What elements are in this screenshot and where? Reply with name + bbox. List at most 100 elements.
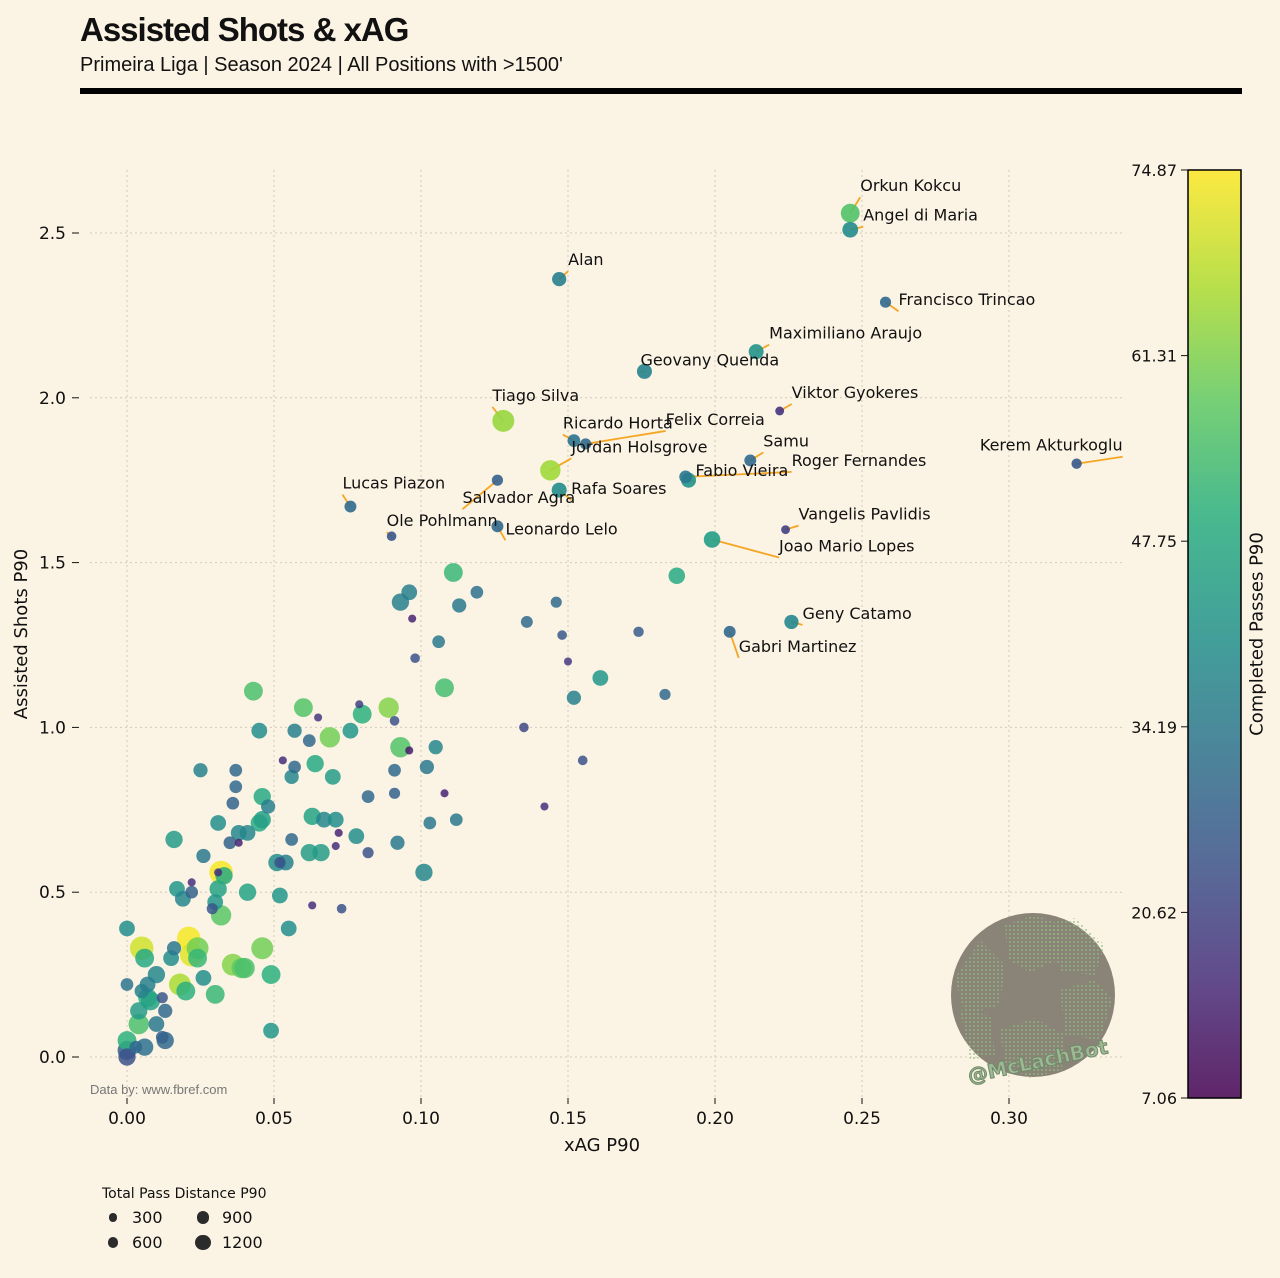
y-axis-label: Assisted Shots P90 [11, 549, 32, 720]
y-tick-label: 2.0 [39, 389, 66, 409]
scatter-point [284, 769, 299, 784]
scatter-point [274, 856, 286, 869]
labeled-point [679, 470, 692, 484]
point-label: Felix Correia [666, 410, 765, 429]
scatter-point [119, 920, 135, 937]
scatter-point [263, 1022, 279, 1039]
header-rule [80, 88, 1242, 94]
size-legend-item: 900 [188, 1208, 278, 1227]
scatter-point [550, 596, 562, 608]
scatter-point [633, 626, 644, 638]
point-label: Geovany Quenda [640, 350, 779, 369]
scatter-point [280, 920, 297, 937]
scatter-point [452, 598, 467, 613]
colorbar-tick-label: 74.87 [1131, 161, 1177, 180]
labeled-point [540, 460, 561, 481]
y-tick-label: 0.0 [39, 1048, 66, 1068]
scatter-point [308, 901, 317, 910]
annotation-leader [461, 479, 499, 510]
scatter-point [306, 755, 324, 773]
labeled-point [636, 363, 652, 379]
labeled-point [842, 221, 859, 238]
point-label: Joao Mario Lopes [778, 537, 914, 556]
size-legend-label: 600 [132, 1233, 163, 1252]
size-legend-marker [107, 1237, 119, 1248]
colorbar-label: Completed Passes P90 [1246, 532, 1268, 736]
colorbar-tick-label: 7.06 [1141, 1089, 1177, 1108]
scatter-point [390, 835, 405, 850]
point-label: Viktor Gyokeres [792, 383, 919, 402]
scatter-point [185, 885, 199, 899]
scatter-point [135, 948, 155, 968]
size-legend-item: 300 [98, 1208, 188, 1227]
data-source-note: Data by: www.fbref.com [90, 1082, 228, 1097]
size-legend-marker [196, 1211, 210, 1224]
scatter-point [566, 690, 581, 705]
logo-ball-panels [955, 915, 1112, 1078]
scatter-point [187, 878, 196, 887]
point-label: Angel di Maria [863, 206, 978, 225]
scatter-point [312, 843, 330, 862]
scatter-point [443, 563, 463, 582]
scatter-point [287, 723, 302, 738]
annotation-labels: Orkun Kokcu Angel di Maria Alan Francisco T… [342, 176, 1122, 656]
scatter-point [176, 981, 196, 1001]
size-legend: Total Pass Distance P90 300 900 600 1200 [98, 1186, 298, 1252]
scatter-point [165, 830, 183, 849]
labeled-point [386, 531, 397, 542]
scatter-point [362, 847, 374, 859]
scatter-point [520, 615, 533, 628]
scatter-point [659, 688, 671, 701]
scatter-point [423, 816, 437, 830]
point-label: Francisco Trincao [899, 290, 1036, 309]
point-label: Lucas Piazon [342, 474, 445, 493]
labeled-point [580, 438, 592, 450]
scatter-point [251, 937, 274, 960]
scatter-point [449, 813, 463, 827]
colorbar-tick-label: 34.19 [1131, 718, 1177, 737]
annotation-leader [711, 538, 780, 559]
scatter-point [120, 978, 134, 991]
annotation-leader [585, 430, 666, 445]
chart-subtitle: Primeira Liga | Season 2024 | All Positi… [80, 54, 563, 76]
point-label: Jordan Holsgrove [570, 437, 707, 456]
x-tick-label: 0.15 [549, 1109, 587, 1129]
point-label: Samu [763, 431, 809, 450]
size-legend-marker [108, 1213, 118, 1222]
scatter-point [130, 1002, 148, 1020]
labeled-point [879, 296, 892, 308]
scatter-point [195, 970, 212, 986]
scatter-point [302, 734, 316, 747]
scatter-point [209, 880, 227, 898]
scatter-point [285, 833, 298, 846]
scatter-point [432, 635, 445, 649]
point-label: Tiago Silva [491, 386, 579, 405]
annotation-leader [1076, 455, 1123, 465]
scatter-point [470, 585, 484, 599]
scatter-point [592, 670, 609, 686]
point-label: Alan [568, 250, 603, 269]
scatter-point [229, 780, 243, 794]
scatter-point [234, 957, 255, 979]
scatter-point [440, 789, 449, 798]
scatter-point [378, 697, 399, 718]
y-tick-label: 1.0 [39, 718, 66, 738]
scatter-point [405, 746, 414, 755]
scatter-point [134, 983, 149, 999]
size-legend-title: Total Pass Distance P90 [102, 1186, 267, 1202]
scatter-point [271, 887, 288, 904]
scatter-point [331, 842, 340, 851]
point-label: Salvador Agra [462, 488, 575, 507]
point-label: Maximiliano Araujo [769, 324, 922, 343]
scatter-point [243, 681, 263, 701]
scatter-point [324, 768, 341, 785]
y-tick-label: 2.5 [39, 224, 66, 244]
chart-title: Assisted Shots & xAG [80, 11, 409, 48]
scatter-point [668, 567, 686, 585]
point-label: Roger Fernandes [792, 451, 927, 470]
annotation-leader [685, 471, 792, 478]
size-legend-label: 1200 [222, 1233, 263, 1252]
scatter-point [410, 653, 420, 663]
x-tick-label: 0.25 [843, 1109, 881, 1129]
